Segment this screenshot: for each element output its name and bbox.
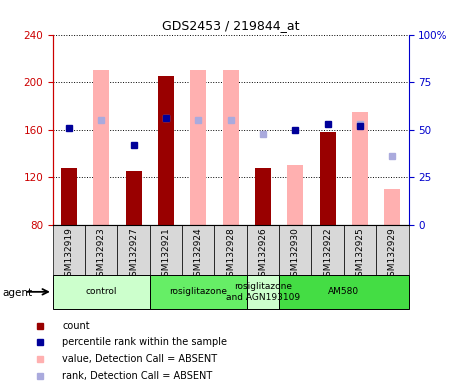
Bar <box>150 275 247 309</box>
Text: control: control <box>85 287 117 296</box>
Text: value, Detection Call = ABSENT: value, Detection Call = ABSENT <box>62 354 217 364</box>
Text: GSM132930: GSM132930 <box>291 227 300 282</box>
Bar <box>150 225 182 275</box>
Text: count: count <box>62 321 90 331</box>
Bar <box>118 225 150 275</box>
Bar <box>61 168 77 225</box>
Bar <box>182 225 214 275</box>
Text: GSM132922: GSM132922 <box>323 227 332 282</box>
Bar <box>53 225 85 275</box>
Bar <box>279 225 312 275</box>
Bar <box>93 70 109 225</box>
Bar <box>247 225 279 275</box>
Text: GSM132921: GSM132921 <box>162 227 170 282</box>
Text: rosiglitazone: rosiglitazone <box>169 287 227 296</box>
Bar <box>287 165 303 225</box>
Bar <box>384 189 400 225</box>
Text: AM580: AM580 <box>328 287 359 296</box>
Bar <box>344 225 376 275</box>
Bar <box>223 70 239 225</box>
Bar <box>376 225 409 275</box>
Text: rosiglitazone
and AGN193109: rosiglitazone and AGN193109 <box>226 282 300 301</box>
Bar <box>247 275 279 309</box>
Bar <box>85 225 118 275</box>
Text: percentile rank within the sample: percentile rank within the sample <box>62 338 227 348</box>
Text: GSM132927: GSM132927 <box>129 227 138 282</box>
Text: GSM132925: GSM132925 <box>356 227 364 282</box>
Bar <box>214 225 247 275</box>
Bar <box>312 225 344 275</box>
Text: agent: agent <box>2 288 33 298</box>
Bar <box>190 70 207 225</box>
Bar <box>158 76 174 225</box>
Bar <box>279 275 409 309</box>
Text: GSM132923: GSM132923 <box>97 227 106 282</box>
Text: GSM132924: GSM132924 <box>194 227 203 282</box>
Text: GSM132929: GSM132929 <box>388 227 397 282</box>
Bar <box>126 171 142 225</box>
Bar <box>255 168 271 225</box>
Text: rank, Detection Call = ABSENT: rank, Detection Call = ABSENT <box>62 371 213 381</box>
Text: GSM132919: GSM132919 <box>64 227 73 282</box>
Bar <box>53 275 150 309</box>
Bar <box>352 112 368 225</box>
Text: GSM132928: GSM132928 <box>226 227 235 282</box>
Text: GSM132926: GSM132926 <box>258 227 268 282</box>
Title: GDS2453 / 219844_at: GDS2453 / 219844_at <box>162 19 299 32</box>
Bar <box>319 132 336 225</box>
